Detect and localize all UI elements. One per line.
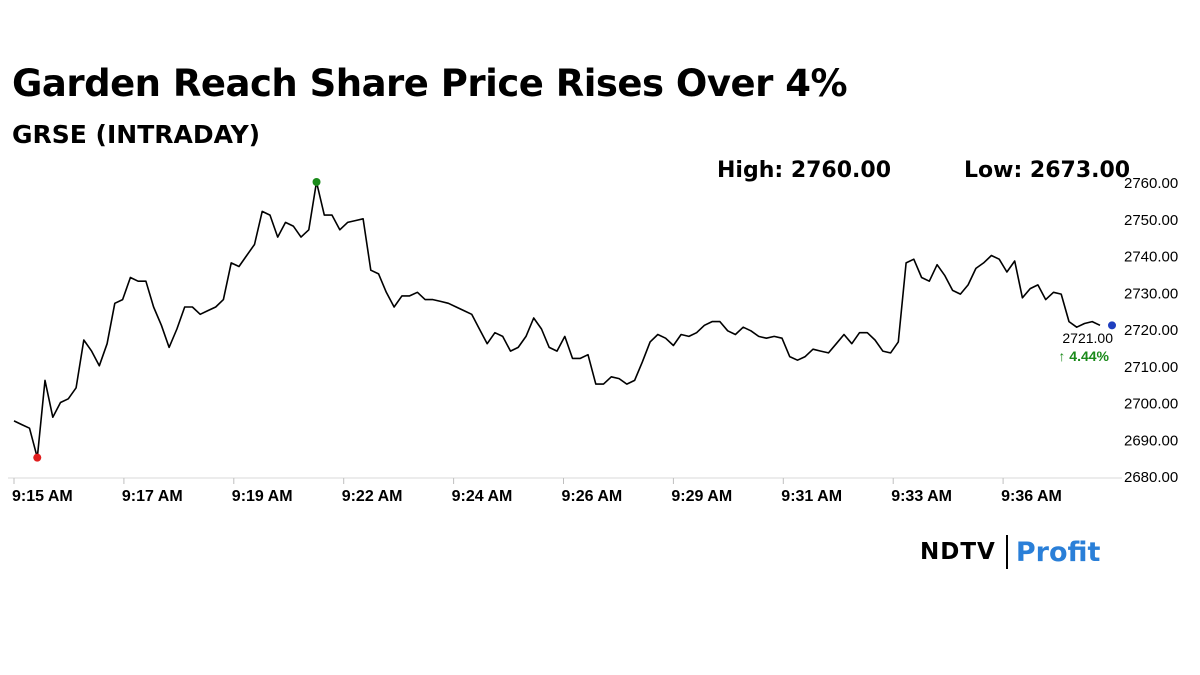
y-tick-label: 2760.00 xyxy=(1124,175,1178,192)
y-tick-label: 2750.00 xyxy=(1124,212,1178,229)
x-tick-label: 9:19 AM xyxy=(232,488,293,505)
y-tick-label: 2710.00 xyxy=(1124,359,1178,376)
high-point-marker xyxy=(312,178,321,186)
x-tick-label: 9:15 AM xyxy=(12,488,73,505)
y-tick-label: 2740.00 xyxy=(1124,249,1178,266)
price-series xyxy=(13,181,1101,459)
logo-profit-text: Profit xyxy=(1015,536,1101,568)
x-tick-label: 9:17 AM xyxy=(122,488,183,505)
last-price-change: ↑ 4.44% xyxy=(1058,348,1109,364)
x-tick-label: 9:29 AM xyxy=(671,488,732,505)
price-line xyxy=(13,181,1101,459)
chart-markers xyxy=(33,178,1116,462)
low-point-marker xyxy=(33,453,42,462)
ndtv-profit-logo: NDTV Profit xyxy=(920,532,1100,572)
y-tick-label: 2680.00 xyxy=(1124,469,1178,486)
logo-separator xyxy=(1005,535,1008,569)
x-tick-label: 9:36 AM xyxy=(1001,488,1062,505)
x-axis: 9:15 AM 9:17 AM 9:19 AM 9:22 AM 9:24 AM 9:26 … xyxy=(8,477,1122,505)
logo-ndtv-text: NDTV xyxy=(920,539,996,565)
y-tick-label: 2720.00 xyxy=(1124,322,1178,339)
last-price-value: 2721.00 xyxy=(1062,330,1113,346)
chart-subtitle: GRSE (INTRADAY) xyxy=(12,120,261,149)
y-tick-label: 2690.00 xyxy=(1124,432,1178,449)
x-tick-label: 9:33 AM xyxy=(891,488,952,505)
x-tick-label: 9:31 AM xyxy=(781,488,842,505)
low-price-label: Low: 2673.00 xyxy=(964,158,1131,183)
y-tick-label: 2730.00 xyxy=(1124,285,1178,302)
chart-title: Garden Reach Share Price Rises Over 4% xyxy=(12,62,848,105)
x-tick-label: 9:26 AM xyxy=(562,488,623,505)
last-point-marker xyxy=(1108,321,1116,330)
x-tick-label: 9:22 AM xyxy=(342,488,403,505)
x-tick-label: 9:24 AM xyxy=(452,488,513,505)
y-tick-label: 2700.00 xyxy=(1124,396,1178,413)
high-price-label: High: 2760.00 xyxy=(717,158,892,183)
y-axis: 2680.00 2690.00 2700.00 2710.00 2720.00 2730.… xyxy=(1124,175,1178,486)
last-price-annotation: 2721.00 ↑ 4.44% xyxy=(1058,330,1113,364)
